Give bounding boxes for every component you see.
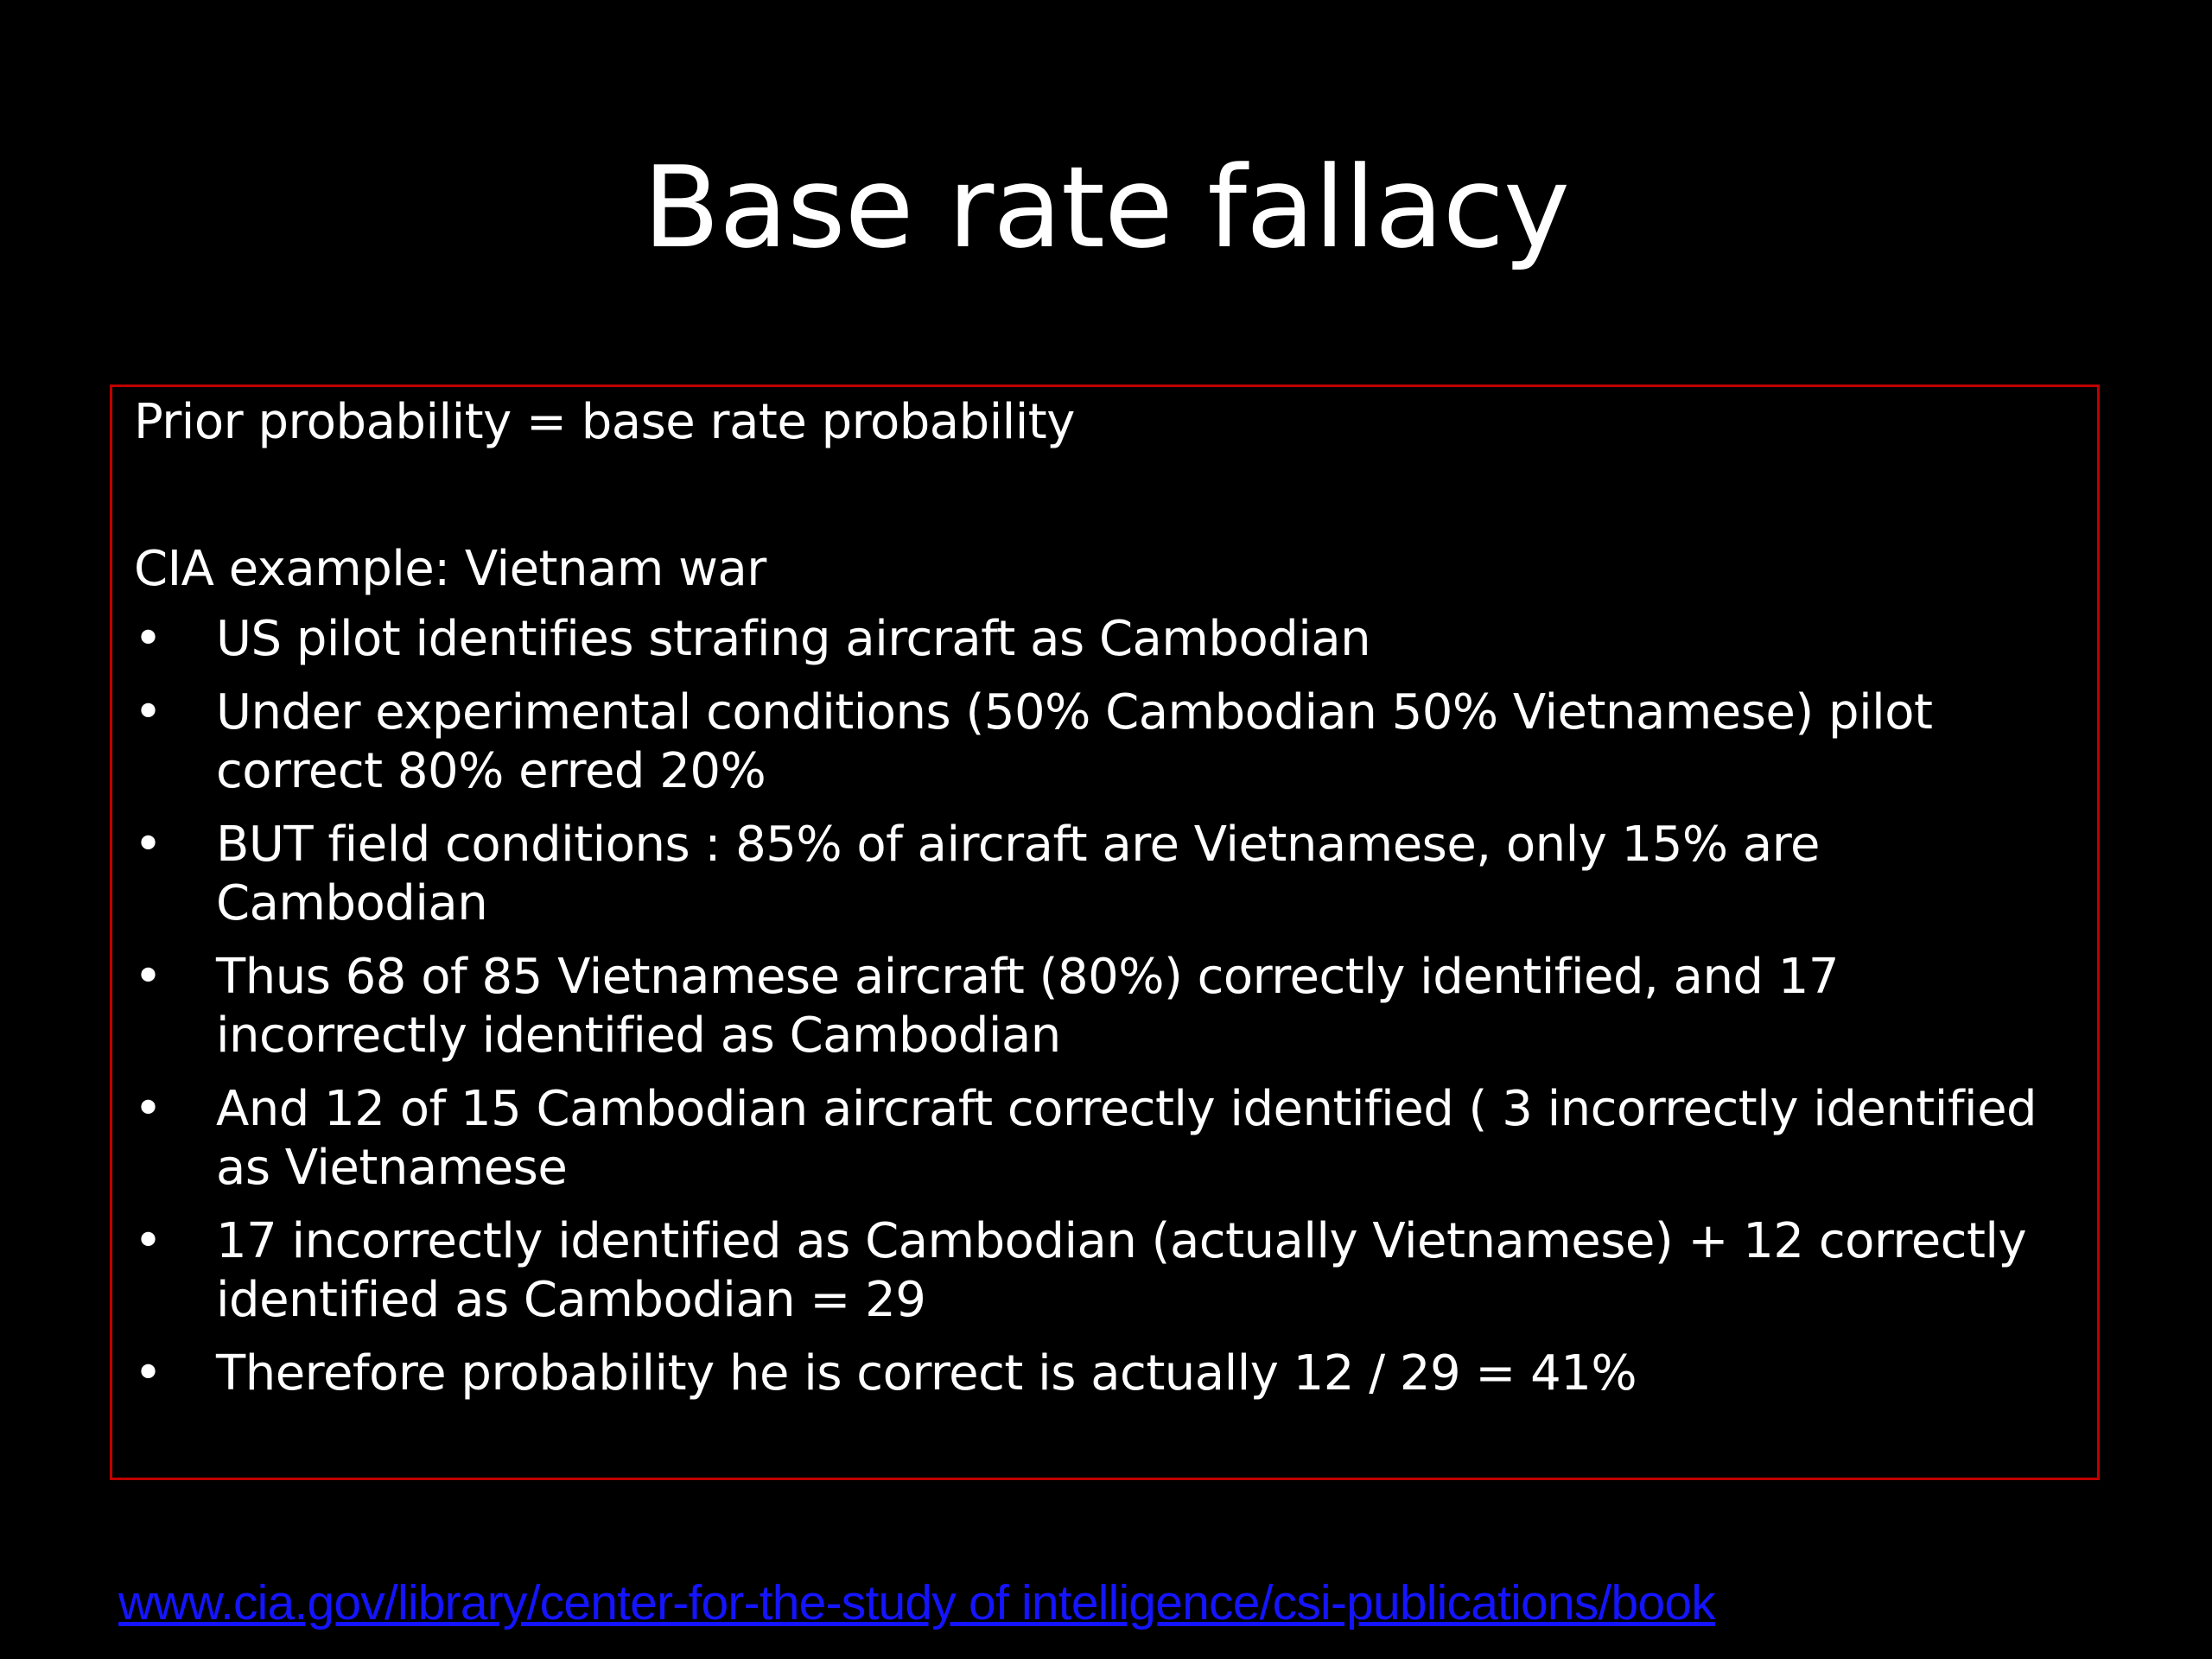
bullet-icon: • (134, 611, 162, 667)
bullet-icon: • (134, 817, 162, 873)
slide-title: Base rate fallacy (642, 142, 1570, 273)
bullet-text: BUT field conditions : 85% of aircraft a… (216, 817, 1820, 931)
bullet-text: US pilot identifies strafing aircraft as… (216, 611, 1371, 667)
bullet-icon: • (134, 684, 162, 741)
list-item: • US pilot identifies strafing aircraft … (134, 610, 2087, 669)
list-item: • BUT field conditions : 85% of aircraft… (134, 816, 2087, 933)
bullet-text: 17 incorrectly identified as Cambodian (… (216, 1213, 2027, 1328)
bullet-text: And 12 of 15 Cambodian aircraft correctl… (216, 1081, 2037, 1196)
bullet-text: Thus 68 of 85 Vietnamese aircraft (80%) … (216, 949, 1840, 1064)
bullet-list: • US pilot identifies strafing aircraft … (134, 610, 2087, 1418)
bullet-icon: • (134, 1345, 162, 1402)
list-item: • And 12 of 15 Cambodian aircraft correc… (134, 1080, 2087, 1198)
list-item: • Thus 68 of 85 Vietnamese aircraft (80%… (134, 948, 2087, 1065)
prior-probability-text: Prior probability = base rate probabilit… (134, 394, 1075, 450)
source-link[interactable]: www.cia.gov/library/center-for-the-study… (118, 1575, 1716, 1630)
bullet-icon: • (134, 1213, 162, 1269)
content-box (110, 385, 2100, 1480)
list-item: • 17 incorrectly identified as Cambodian… (134, 1212, 2087, 1330)
bullet-text: Under experimental conditions (50% Cambo… (216, 684, 1933, 799)
list-item: • Therefore probability he is correct is… (134, 1344, 2087, 1403)
bullet-icon: • (134, 949, 162, 1005)
cia-example-heading: CIA example: Vietnam war (134, 541, 766, 597)
list-item: • Under experimental conditions (50% Cam… (134, 683, 2087, 801)
bullet-text: Therefore probability he is correct is a… (216, 1345, 1637, 1402)
bullet-icon: • (134, 1081, 162, 1137)
